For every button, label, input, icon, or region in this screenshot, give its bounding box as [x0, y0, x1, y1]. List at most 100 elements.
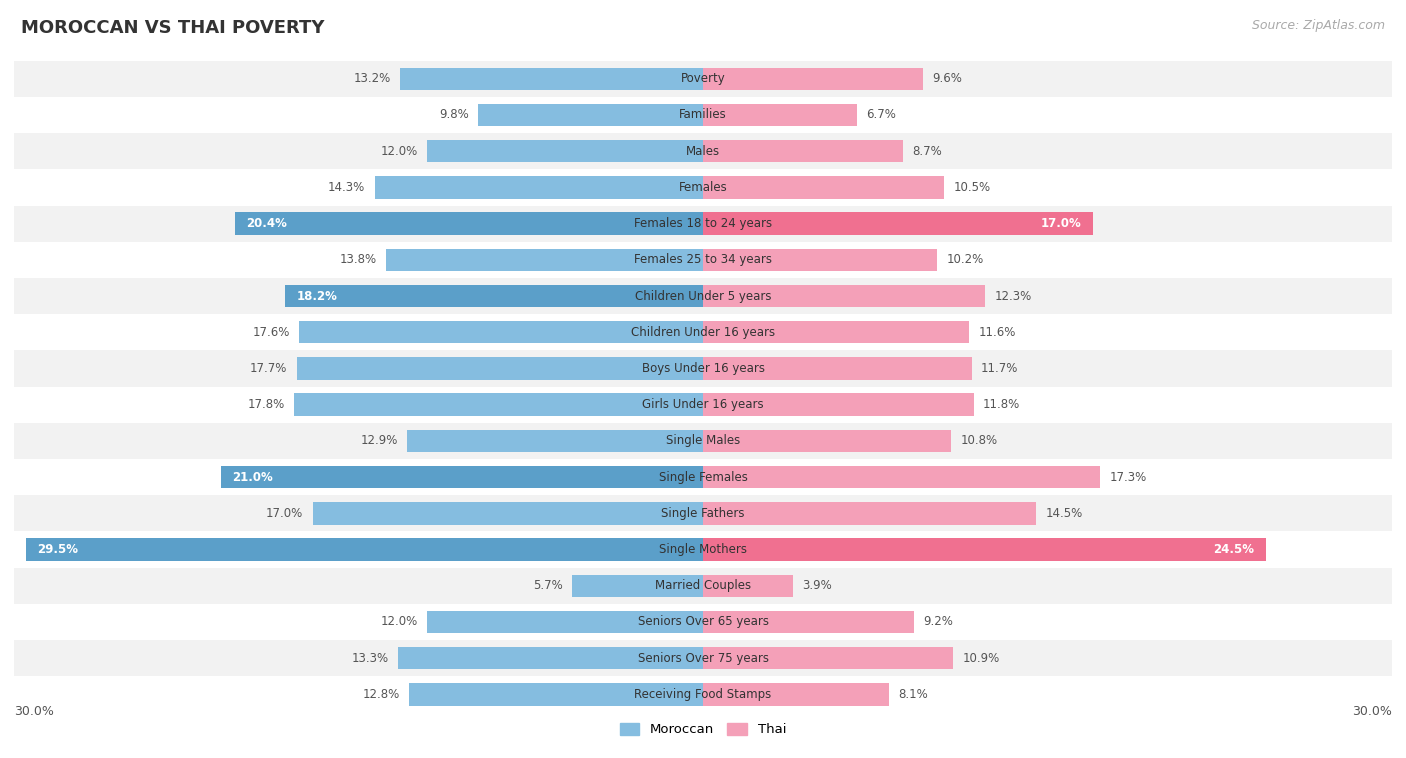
Text: 24.5%: 24.5%	[1213, 543, 1254, 556]
Text: 17.8%: 17.8%	[247, 398, 285, 411]
Text: 14.3%: 14.3%	[328, 181, 366, 194]
Text: Single Mothers: Single Mothers	[659, 543, 747, 556]
Bar	[14, 387, 1392, 423]
Bar	[14, 133, 1392, 169]
Bar	[299, 321, 703, 343]
Bar	[703, 647, 953, 669]
Bar	[703, 176, 945, 199]
Bar	[703, 502, 1036, 525]
Text: Single Fathers: Single Fathers	[661, 507, 745, 520]
Text: 17.3%: 17.3%	[1109, 471, 1147, 484]
Text: Single Females: Single Females	[658, 471, 748, 484]
Bar	[703, 212, 1094, 235]
Bar	[572, 575, 703, 597]
Bar	[14, 350, 1392, 387]
Bar	[14, 531, 1392, 568]
Bar	[14, 61, 1392, 97]
Bar	[703, 249, 938, 271]
Text: 10.8%: 10.8%	[960, 434, 997, 447]
Text: 10.9%: 10.9%	[963, 652, 1000, 665]
Bar	[294, 393, 703, 416]
Bar	[703, 285, 986, 307]
Text: Source: ZipAtlas.com: Source: ZipAtlas.com	[1251, 19, 1385, 32]
Bar	[703, 140, 903, 162]
Bar	[14, 495, 1392, 531]
Text: 17.0%: 17.0%	[266, 507, 304, 520]
Text: Married Couples: Married Couples	[655, 579, 751, 592]
Bar	[703, 104, 856, 126]
Text: 21.0%: 21.0%	[232, 471, 273, 484]
Text: 12.8%: 12.8%	[363, 688, 399, 701]
Text: 10.2%: 10.2%	[946, 253, 984, 266]
Text: Males: Males	[686, 145, 720, 158]
Text: Seniors Over 65 years: Seniors Over 65 years	[637, 615, 769, 628]
Bar	[14, 97, 1392, 133]
Bar	[14, 459, 1392, 495]
Text: 9.6%: 9.6%	[932, 72, 963, 85]
Bar	[25, 538, 703, 561]
Bar	[14, 676, 1392, 713]
Bar	[478, 104, 703, 126]
Text: Families: Families	[679, 108, 727, 121]
Text: 12.9%: 12.9%	[360, 434, 398, 447]
Text: 13.3%: 13.3%	[352, 652, 388, 665]
Text: Single Males: Single Males	[666, 434, 740, 447]
Text: 5.7%: 5.7%	[533, 579, 562, 592]
Bar	[406, 430, 703, 452]
Bar	[703, 575, 793, 597]
Text: Females 25 to 34 years: Females 25 to 34 years	[634, 253, 772, 266]
Text: 9.8%: 9.8%	[439, 108, 468, 121]
Text: 17.6%: 17.6%	[252, 326, 290, 339]
Text: 30.0%: 30.0%	[1353, 705, 1392, 718]
Text: 20.4%: 20.4%	[246, 217, 287, 230]
Text: 17.0%: 17.0%	[1042, 217, 1083, 230]
Bar	[399, 67, 703, 90]
Text: 8.1%: 8.1%	[898, 688, 928, 701]
Text: 6.7%: 6.7%	[866, 108, 896, 121]
Text: 11.6%: 11.6%	[979, 326, 1017, 339]
Text: 3.9%: 3.9%	[801, 579, 831, 592]
Text: 12.0%: 12.0%	[381, 145, 418, 158]
Bar	[427, 140, 703, 162]
Text: 8.7%: 8.7%	[912, 145, 942, 158]
Bar	[387, 249, 703, 271]
Bar	[703, 466, 1101, 488]
Text: Receiving Food Stamps: Receiving Food Stamps	[634, 688, 772, 701]
Bar	[398, 647, 703, 669]
Text: 13.8%: 13.8%	[340, 253, 377, 266]
Text: 29.5%: 29.5%	[37, 543, 77, 556]
Bar	[297, 357, 703, 380]
Text: 18.2%: 18.2%	[297, 290, 337, 302]
Bar	[14, 604, 1392, 640]
Bar	[703, 67, 924, 90]
Text: 12.0%: 12.0%	[381, 615, 418, 628]
Bar	[14, 278, 1392, 314]
Legend: Moroccan, Thai: Moroccan, Thai	[614, 718, 792, 742]
Bar	[312, 502, 703, 525]
Bar	[374, 176, 703, 199]
Text: 30.0%: 30.0%	[14, 705, 53, 718]
Bar	[14, 242, 1392, 278]
Text: MOROCCAN VS THAI POVERTY: MOROCCAN VS THAI POVERTY	[21, 19, 325, 37]
Bar	[221, 466, 703, 488]
Bar	[703, 393, 974, 416]
Text: Seniors Over 75 years: Seniors Over 75 years	[637, 652, 769, 665]
Text: 11.8%: 11.8%	[983, 398, 1021, 411]
Bar	[285, 285, 703, 307]
Bar	[703, 683, 889, 706]
Bar	[703, 357, 972, 380]
Bar	[14, 169, 1392, 205]
Bar	[703, 430, 950, 452]
Bar	[14, 423, 1392, 459]
Text: 12.3%: 12.3%	[994, 290, 1032, 302]
Text: Females 18 to 24 years: Females 18 to 24 years	[634, 217, 772, 230]
Text: Poverty: Poverty	[681, 72, 725, 85]
Text: 11.7%: 11.7%	[981, 362, 1018, 375]
Text: Children Under 16 years: Children Under 16 years	[631, 326, 775, 339]
Text: 10.5%: 10.5%	[953, 181, 990, 194]
Bar	[427, 611, 703, 633]
Bar	[703, 538, 1265, 561]
Text: 17.7%: 17.7%	[250, 362, 287, 375]
Bar	[703, 321, 969, 343]
Text: 13.2%: 13.2%	[353, 72, 391, 85]
